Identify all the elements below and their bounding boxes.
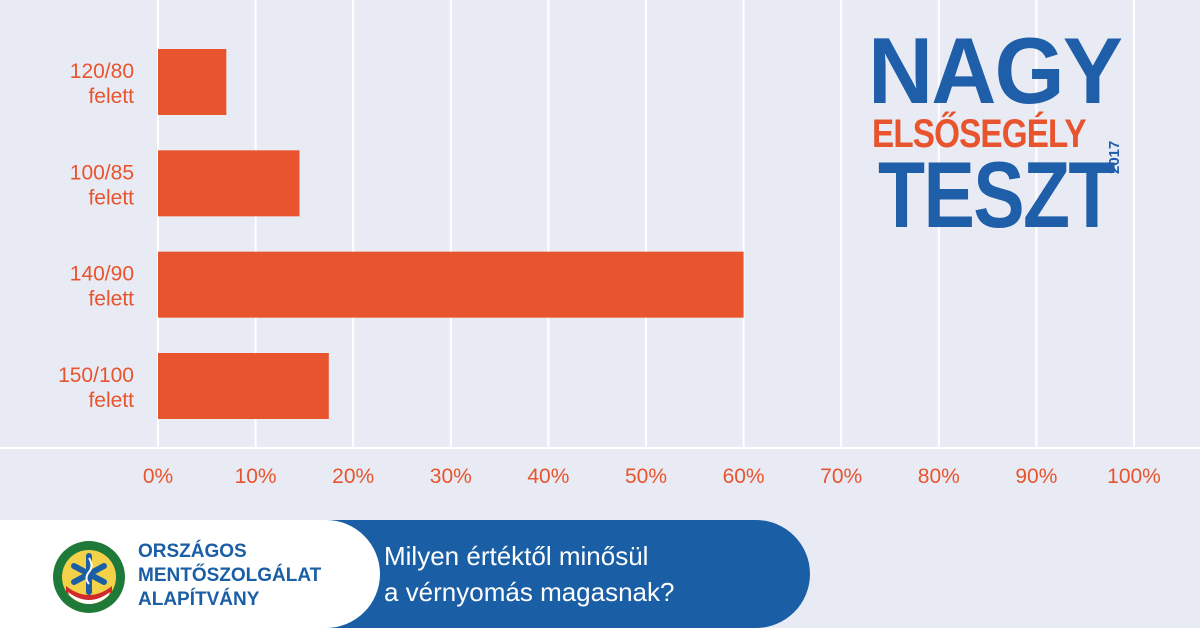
bars [158,49,744,419]
logo-word-teszt: TESZT [878,142,1116,247]
bar [158,150,300,217]
x-tick-label: 40% [527,465,569,488]
ambulance-foundation-emblem-icon [53,541,125,613]
x-tick-label: 0% [143,465,173,488]
org-name-line: ALAPÍTVÁNY [138,589,260,610]
footer-banner: ORSZÁGOS MENTŐSZOLGÁLAT ALAPÍTVÁNY Milye… [0,520,1200,628]
x-tick-label: 80% [918,465,960,488]
x-tick-label: 60% [723,465,765,488]
x-tick-labels: 0% 10% 20% 30% 40% 50% 60% 70% 80% 90% 100% [143,465,1161,488]
x-tick-label: 90% [1015,465,1057,488]
x-tick-label: 70% [820,465,862,488]
nagy-elsosegely-teszt-logo: NAGY ELSŐSEGÉLY TESZT 2017 [868,18,1168,242]
question-text: Milyen értéktől minősül a vérnyomás maga… [384,538,784,610]
grid-lines [0,0,1200,449]
organization-name: ORSZÁGOS MENTŐSZOLGÁLAT ALAPÍTVÁNY [138,540,321,612]
category-label: 150/100 felett [58,364,134,412]
question-panel [300,520,810,628]
category-label: 120/80 felett [70,60,134,108]
category-label: 140/90 felett [70,263,134,311]
x-tick-label: 30% [430,465,472,488]
logo-word-nagy: NAGY [868,18,1123,123]
logo-word-elsosegely: ELSŐSEGÉLY [872,112,1087,156]
bar [158,353,329,419]
bar [158,251,744,318]
x-tick-label: 20% [332,465,374,488]
bar-chart: 120/80 felett 100/85 felett 140/90 felett 150/… [0,0,1200,488]
x-tick-label: 10% [235,465,277,488]
x-tick-label: 100% [1107,465,1161,488]
category-labels: 120/80 felett 100/85 felett 140/90 felett 150/… [58,60,134,412]
question-line: Milyen értéktől minősül [384,541,649,571]
logo-year: 2017 [1106,140,1123,174]
question-line: a vérnyomás magasnak? [384,577,675,607]
category-label: 100/85 felett [70,161,134,209]
org-name-line: ORSZÁGOS [138,541,247,562]
x-tick-label: 50% [625,465,667,488]
org-name-line: MENTŐSZOLGÁLAT [138,565,322,586]
bar [158,49,227,115]
